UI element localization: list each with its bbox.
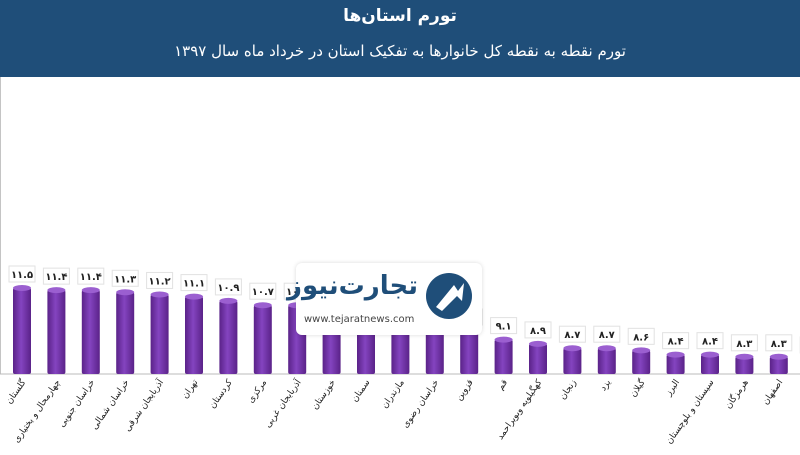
value-label-15: ۹.۱ (496, 322, 512, 333)
bar-15 (494, 339, 513, 374)
category-label-3: خراسان جنوبی (57, 378, 97, 429)
value-label-21: ۸.۴ (702, 337, 718, 348)
value-label-box-5 (146, 271, 174, 289)
value-label-box-8 (249, 282, 277, 300)
bar-cap-22 (735, 353, 754, 360)
value-label-box-16 (524, 321, 552, 339)
value-label-18: ۸.۷ (599, 330, 615, 341)
bar-8 (253, 305, 272, 374)
bar-6 (185, 296, 203, 374)
bar-cap-17 (563, 345, 582, 352)
value-label-box-22 (730, 334, 758, 352)
category-label-19: گیلان (627, 376, 648, 399)
value-label-box-21 (696, 332, 724, 350)
category-label-13: خراسان رضوی (401, 378, 442, 430)
bar-cap-5 (150, 291, 169, 298)
value-label-6: ۱۱.۱ (183, 279, 205, 290)
category-label-7: کردستان (208, 377, 235, 410)
bar-cap-23 (769, 353, 788, 360)
bar-cap-16 (529, 340, 547, 347)
category-label-11: سمنان (350, 378, 372, 404)
bar-1 (13, 288, 31, 374)
value-label-4: ۱۱.۳ (114, 274, 136, 285)
value-label-box-20 (662, 332, 690, 350)
bar-20 (666, 354, 685, 374)
bar-22 (735, 356, 754, 374)
category-label-15: قم (496, 378, 510, 392)
value-label-17: ۸.۷ (564, 330, 580, 341)
category-label-23: اصفهان (761, 378, 785, 407)
value-label-3: ۱۱.۴ (80, 272, 102, 283)
value-label-box-17 (558, 325, 586, 343)
value-label-box-3 (77, 267, 105, 285)
value-label-7: ۱۰.۹ (217, 283, 239, 294)
bar-cap-15 (494, 336, 513, 343)
value-label-5: ۱۱.۲ (149, 276, 171, 287)
bar-7 (219, 300, 238, 374)
category-label-14: قزوین (454, 378, 475, 403)
bar-cap-19 (632, 347, 651, 354)
value-label-20: ۸.۴ (668, 337, 684, 348)
bar-cap-6 (185, 293, 203, 300)
value-label-box-23 (765, 334, 793, 352)
value-label-box-6 (180, 274, 208, 292)
bar-cap-2 (47, 287, 66, 294)
bar-cap-21 (701, 351, 719, 358)
category-label-1: گلستان (3, 376, 29, 406)
chart-header: تورم استان‌ها تورم نقطه به نقطه کل خانوا… (0, 0, 800, 77)
watermark-logo: تجارت‌نیوز www.tejaratnews.com (287, 263, 482, 335)
bar-4 (116, 292, 135, 374)
value-label-1: ۱۱.۵ (11, 270, 33, 281)
watermark-brand: تجارت‌نیوز (286, 271, 418, 301)
bar-3 (81, 290, 100, 374)
value-label-box-19 (627, 327, 655, 345)
bar-cap-7 (219, 297, 238, 304)
value-label-2: ۱۱.۴ (45, 272, 67, 283)
bar-19 (632, 350, 651, 374)
category-label-6: تهران (180, 378, 200, 401)
value-label-box-7 (214, 278, 242, 296)
value-label-box-1 (8, 265, 36, 283)
chart-subtitle: تورم نقطه به نقطه کل خانوارها به تفکیک ا… (174, 42, 626, 60)
bar-13 (425, 322, 444, 374)
value-label-box-18 (593, 325, 621, 343)
bar-cap-18 (597, 345, 616, 352)
bar-5 (150, 294, 169, 374)
value-label-box-2 (42, 267, 70, 285)
category-label-17: زنجان (558, 378, 579, 402)
bar-cap-8 (253, 302, 272, 309)
bar-23 (769, 356, 788, 374)
value-label-23: ۸.۳ (771, 339, 787, 350)
category-label-12: مازندران (380, 378, 407, 411)
logo-arrow-icon (426, 273, 472, 319)
bar-cap-20 (666, 351, 685, 358)
value-label-16: ۸.۹ (530, 326, 546, 337)
watermark-url: www.tejaratnews.com (304, 314, 415, 325)
category-label-10: خوزستان (310, 378, 338, 412)
bar-cap-1 (13, 285, 31, 291)
category-label-18: یزد (598, 378, 613, 394)
bar-cap-4 (116, 289, 135, 296)
value-label-22: ۸.۳ (736, 339, 752, 350)
chart-title: تورم استان‌ها (343, 6, 457, 26)
bar-14 (460, 331, 479, 374)
category-label-8: مرکزی (246, 378, 269, 405)
value-label-19: ۸.۶ (633, 332, 649, 343)
value-label-8: ۱۰.۷ (252, 287, 274, 298)
bar-cap-3 (81, 287, 100, 294)
category-label-20: البرز (663, 378, 682, 399)
value-label-box-15 (490, 317, 518, 335)
bar-2 (47, 290, 66, 374)
bar-17 (563, 348, 582, 374)
value-label-box-4 (111, 269, 139, 287)
bar-18 (597, 348, 616, 374)
category-label-22: هرمزگان (722, 377, 751, 411)
bar-16 (529, 343, 547, 374)
bar-21 (701, 354, 719, 374)
